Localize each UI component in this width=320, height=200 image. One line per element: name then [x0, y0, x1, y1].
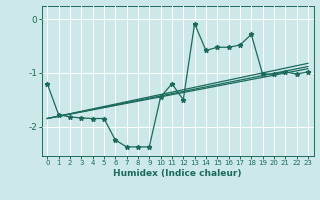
X-axis label: Humidex (Indice chaleur): Humidex (Indice chaleur) [113, 169, 242, 178]
